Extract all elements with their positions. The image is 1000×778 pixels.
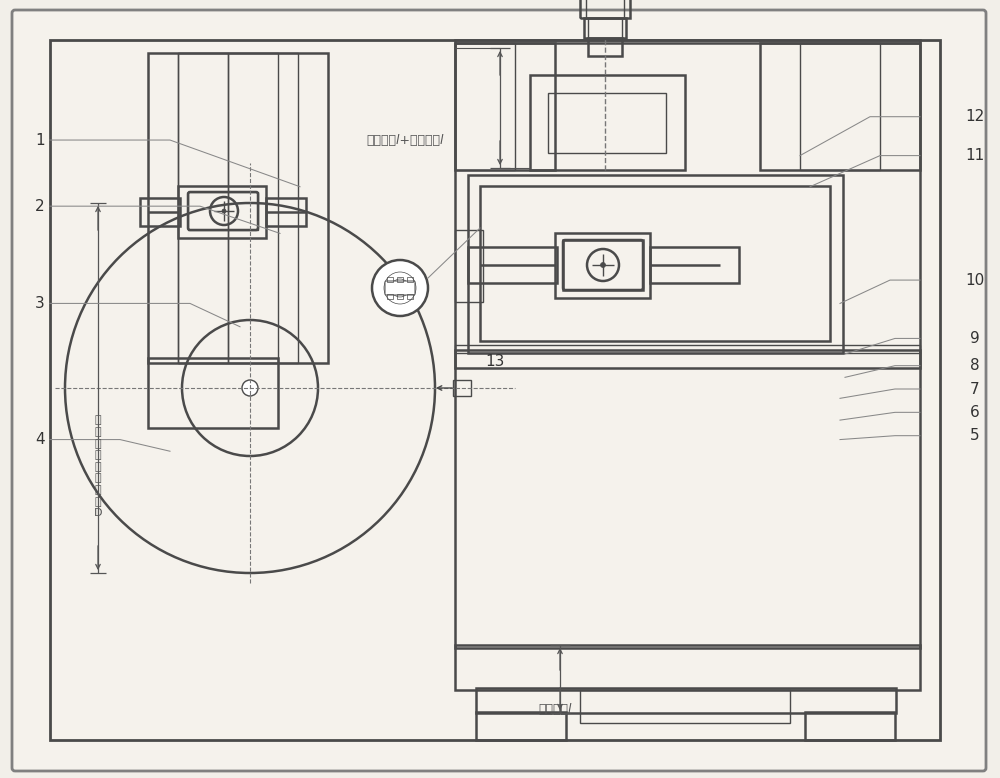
Bar xyxy=(397,277,403,282)
Bar xyxy=(468,247,557,283)
Text: 8: 8 xyxy=(970,358,980,373)
Bar xyxy=(468,175,843,353)
Bar xyxy=(148,53,328,363)
Bar xyxy=(50,40,940,740)
Bar xyxy=(228,53,278,363)
Circle shape xyxy=(222,209,226,213)
Bar xyxy=(800,43,880,170)
Text: 12: 12 xyxy=(965,109,985,124)
Bar xyxy=(455,43,515,170)
Circle shape xyxy=(242,380,258,396)
Text: 6: 6 xyxy=(970,405,980,420)
Bar xyxy=(455,645,920,690)
Text: 被
测
齿
轮
最
大
外
径
D: 被 测 齿 轮 最 大 外 径 D xyxy=(94,415,102,518)
Text: 10: 10 xyxy=(965,272,985,288)
FancyBboxPatch shape xyxy=(385,281,415,295)
Bar xyxy=(548,93,666,153)
Bar xyxy=(140,198,180,226)
Bar xyxy=(805,712,895,740)
Bar xyxy=(563,240,643,290)
Bar xyxy=(580,690,790,723)
Text: 9: 9 xyxy=(970,331,980,346)
Bar xyxy=(476,712,566,740)
Text: 测量行程l: 测量行程l xyxy=(538,703,572,716)
Bar xyxy=(148,358,278,428)
Text: 7: 7 xyxy=(970,381,980,397)
Bar xyxy=(387,277,393,282)
Bar xyxy=(266,198,306,226)
Bar xyxy=(760,43,920,170)
Bar xyxy=(188,192,258,230)
Bar xyxy=(387,294,393,299)
Text: 13: 13 xyxy=(485,354,504,370)
Text: 4: 4 xyxy=(35,432,45,447)
Text: 11: 11 xyxy=(965,148,985,163)
Text: 1: 1 xyxy=(35,132,45,148)
Bar xyxy=(455,350,920,368)
Bar xyxy=(455,230,483,302)
Bar xyxy=(530,75,685,170)
Bar xyxy=(650,247,739,283)
Bar xyxy=(588,38,622,56)
Text: 2: 2 xyxy=(35,198,45,214)
Bar xyxy=(586,0,624,18)
Text: 3: 3 xyxy=(35,296,45,311)
Bar xyxy=(555,233,650,298)
FancyBboxPatch shape xyxy=(12,10,986,771)
Bar xyxy=(397,294,403,299)
Circle shape xyxy=(600,262,606,268)
Bar xyxy=(407,294,413,299)
Bar xyxy=(178,53,228,363)
Circle shape xyxy=(372,260,428,316)
Bar xyxy=(588,18,622,38)
Bar xyxy=(455,345,920,353)
Text: 5: 5 xyxy=(970,428,980,443)
Bar xyxy=(580,0,630,18)
Bar xyxy=(407,277,413,282)
Bar xyxy=(453,380,471,396)
Bar xyxy=(178,53,298,363)
Bar xyxy=(480,186,830,341)
Bar xyxy=(178,186,266,238)
Bar xyxy=(476,688,896,713)
Bar xyxy=(455,40,920,648)
Bar xyxy=(455,43,555,170)
Text: 测量行程l+标定行程l: 测量行程l+标定行程l xyxy=(366,134,444,146)
Bar xyxy=(584,18,626,38)
